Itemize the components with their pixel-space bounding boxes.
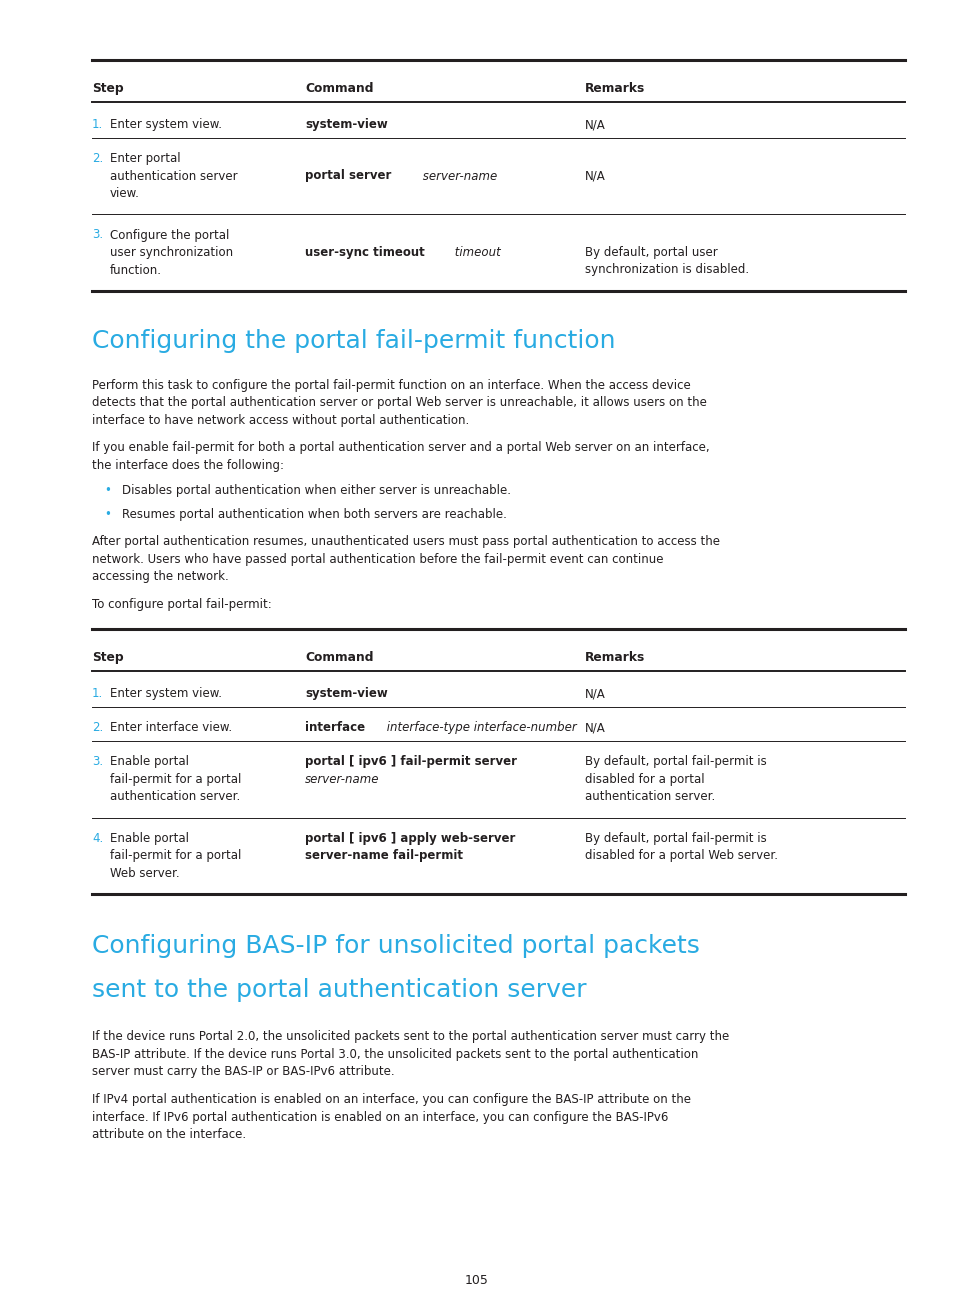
Text: Configuring BAS-IP for unsolicited portal packets: Configuring BAS-IP for unsolicited porta… bbox=[91, 934, 700, 959]
Text: 2.: 2. bbox=[91, 152, 103, 165]
Text: Web server.: Web server. bbox=[110, 867, 179, 880]
Text: By default, portal fail-permit is: By default, portal fail-permit is bbox=[584, 756, 766, 769]
Text: 1.: 1. bbox=[91, 687, 103, 701]
Text: N/A: N/A bbox=[584, 722, 605, 735]
Text: By default, portal user: By default, portal user bbox=[584, 246, 717, 259]
Text: system-view: system-view bbox=[305, 118, 387, 131]
Text: user synchronization: user synchronization bbox=[110, 246, 233, 259]
Text: 3.: 3. bbox=[91, 228, 103, 241]
Text: interface: interface bbox=[305, 722, 365, 735]
Text: After portal authentication resumes, unauthenticated users must pass portal auth: After portal authentication resumes, una… bbox=[91, 535, 720, 548]
Text: server-name: server-name bbox=[418, 170, 497, 183]
Text: interface. If IPv6 portal authentication is enabled on an interface, you can con: interface. If IPv6 portal authentication… bbox=[91, 1111, 668, 1124]
Text: server must carry the BAS-IP or BAS-IPv6 attribute.: server must carry the BAS-IP or BAS-IPv6… bbox=[91, 1065, 395, 1078]
Text: N/A: N/A bbox=[584, 170, 605, 183]
Text: interface to have network access without portal authentication.: interface to have network access without… bbox=[91, 413, 469, 426]
Text: To configure portal fail-permit:: To configure portal fail-permit: bbox=[91, 597, 272, 610]
Text: timeout: timeout bbox=[451, 246, 500, 259]
Text: fail-permit for a portal: fail-permit for a portal bbox=[110, 772, 241, 785]
Text: Enable portal: Enable portal bbox=[110, 756, 189, 769]
Text: 3.: 3. bbox=[91, 756, 103, 769]
Text: By default, portal fail-permit is: By default, portal fail-permit is bbox=[584, 832, 766, 845]
Text: authentication server.: authentication server. bbox=[110, 791, 240, 804]
Text: Remarks: Remarks bbox=[584, 82, 644, 95]
Text: disabled for a portal Web server.: disabled for a portal Web server. bbox=[584, 849, 778, 863]
Text: disabled for a portal: disabled for a portal bbox=[584, 772, 704, 785]
Text: server-name fail-permit: server-name fail-permit bbox=[305, 849, 462, 863]
Text: If the device runs Portal 2.0, the unsolicited packets sent to the portal authen: If the device runs Portal 2.0, the unsol… bbox=[91, 1030, 728, 1043]
Text: 1.: 1. bbox=[91, 118, 103, 131]
Text: the interface does the following:: the interface does the following: bbox=[91, 459, 284, 472]
Text: 4.: 4. bbox=[91, 832, 103, 845]
Text: portal [ ipv6 ] apply web-server: portal [ ipv6 ] apply web-server bbox=[305, 832, 515, 845]
Text: network. Users who have passed portal authentication before the fail-permit even: network. Users who have passed portal au… bbox=[91, 553, 662, 566]
Text: attribute on the interface.: attribute on the interface. bbox=[91, 1128, 246, 1140]
Text: 105: 105 bbox=[464, 1274, 489, 1287]
Text: authentication server: authentication server bbox=[110, 170, 237, 183]
Text: portal server: portal server bbox=[305, 170, 391, 183]
Text: Enter system view.: Enter system view. bbox=[110, 687, 222, 701]
Text: server-name: server-name bbox=[305, 772, 379, 785]
Text: sent to the portal authentication server: sent to the portal authentication server bbox=[91, 978, 586, 1003]
Text: Step: Step bbox=[91, 82, 124, 95]
Text: system-view: system-view bbox=[305, 687, 387, 701]
Text: BAS-IP attribute. If the device runs Portal 3.0, the unsolicited packets sent to: BAS-IP attribute. If the device runs Por… bbox=[91, 1048, 698, 1061]
Text: view.: view. bbox=[110, 187, 140, 200]
Text: portal [ ipv6 ] fail-permit server: portal [ ipv6 ] fail-permit server bbox=[305, 756, 517, 769]
Text: N/A: N/A bbox=[584, 118, 605, 131]
Text: Remarks: Remarks bbox=[584, 652, 644, 665]
Text: Disables portal authentication when either server is unreachable.: Disables portal authentication when eith… bbox=[122, 485, 511, 498]
Text: authentication server.: authentication server. bbox=[584, 791, 715, 804]
Text: 2.: 2. bbox=[91, 722, 103, 735]
Text: function.: function. bbox=[110, 263, 162, 276]
Text: Enter system view.: Enter system view. bbox=[110, 118, 222, 131]
Text: synchronization is disabled.: synchronization is disabled. bbox=[584, 263, 748, 276]
Text: fail-permit for a portal: fail-permit for a portal bbox=[110, 849, 241, 863]
Text: interface-type interface-number: interface-type interface-number bbox=[382, 722, 577, 735]
Text: If you enable fail-permit for both a portal authentication server and a portal W: If you enable fail-permit for both a por… bbox=[91, 442, 709, 455]
Text: accessing the network.: accessing the network. bbox=[91, 570, 229, 583]
Text: user-sync timeout: user-sync timeout bbox=[305, 246, 424, 259]
Text: Enter portal: Enter portal bbox=[110, 152, 180, 165]
Text: Command: Command bbox=[305, 652, 374, 665]
Text: N/A: N/A bbox=[584, 687, 605, 701]
Text: If IPv4 portal authentication is enabled on an interface, you can configure the : If IPv4 portal authentication is enabled… bbox=[91, 1093, 690, 1105]
Text: Enable portal: Enable portal bbox=[110, 832, 189, 845]
Text: Step: Step bbox=[91, 652, 124, 665]
Text: Perform this task to configure the portal fail-permit function on an interface. : Perform this task to configure the porta… bbox=[91, 378, 690, 391]
Text: Enter interface view.: Enter interface view. bbox=[110, 722, 232, 735]
Text: Configuring the portal fail-permit function: Configuring the portal fail-permit funct… bbox=[91, 329, 615, 353]
Text: •: • bbox=[104, 485, 111, 498]
Text: Resumes portal authentication when both servers are reachable.: Resumes portal authentication when both … bbox=[122, 508, 506, 521]
Text: detects that the portal authentication server or portal Web server is unreachabl: detects that the portal authentication s… bbox=[91, 397, 706, 410]
Text: Command: Command bbox=[305, 82, 374, 95]
Text: •: • bbox=[104, 508, 111, 521]
Text: Configure the portal: Configure the portal bbox=[110, 228, 229, 241]
